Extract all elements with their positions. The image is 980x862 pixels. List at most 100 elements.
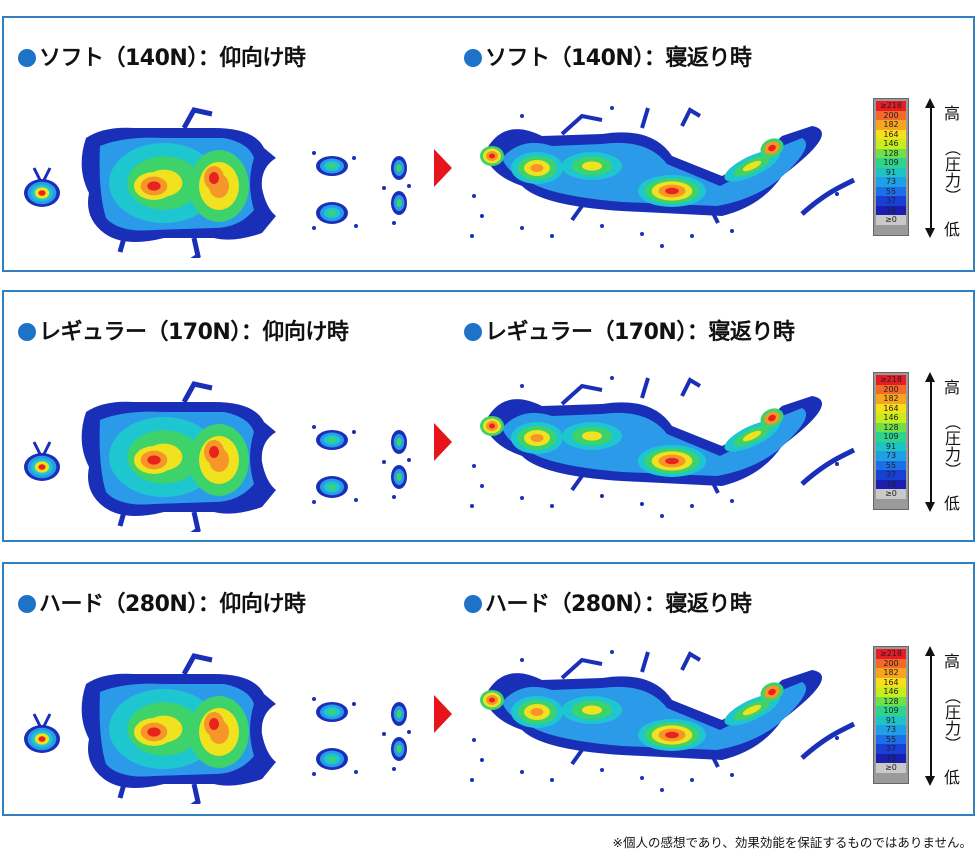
heat-speck — [472, 194, 476, 198]
heat-blob — [38, 464, 46, 470]
legend-value: 109 — [876, 432, 906, 442]
panel-regular: レギュラー（170N）：仰向け時 レギュラー（170N）：寝返り時 ≥218 20… — [2, 290, 975, 542]
heat-blob — [530, 164, 544, 172]
legend-value: 200 — [876, 658, 906, 668]
heat-line — [800, 721, 856, 760]
heat-speck — [312, 226, 316, 230]
scale-mid-label: （圧力） — [942, 140, 961, 204]
bullet-icon — [18, 49, 36, 67]
pressure-legend: ≥218 200 182 164 146 128 109 91 73 55 37 19 ≥0 — [873, 98, 909, 236]
panel-hard-supine-title: ハード（280N）：仰向け時 — [18, 586, 306, 618]
legend-value: 37 — [876, 470, 906, 480]
scale-low-label: 低 — [944, 220, 961, 239]
heat-speck — [407, 730, 411, 734]
heat-speck — [610, 376, 614, 380]
heat-speck — [382, 732, 386, 736]
legend-value: 146 — [876, 139, 906, 149]
bullet-icon — [18, 323, 36, 341]
heat-line — [800, 447, 856, 486]
legend-value: 73 — [876, 451, 906, 461]
heat-speck — [600, 224, 604, 228]
bullet-icon — [18, 595, 36, 613]
heat-blob — [489, 153, 495, 159]
heat-speck — [550, 504, 554, 508]
bullet-icon — [464, 49, 482, 67]
heat-speck — [382, 460, 386, 464]
heat-line — [32, 713, 52, 727]
panel-regular-turning-title: レギュラー（170N）：寝返り時 — [464, 314, 795, 346]
pressure-map-turning — [470, 650, 856, 792]
heat-speck — [312, 151, 316, 155]
heat-speck — [472, 464, 476, 468]
heat-speck — [835, 462, 839, 466]
scale-line — [930, 106, 932, 230]
legend-value: 146 — [876, 687, 906, 697]
heat-blob — [38, 190, 46, 196]
heat-speck — [550, 778, 554, 782]
heat-blob — [582, 161, 602, 171]
heat-blob — [147, 455, 161, 465]
scale-low-label: 低 — [944, 768, 961, 787]
legend-value: ≥0 — [876, 215, 906, 225]
heat-speck — [610, 650, 614, 654]
heat-blob — [489, 423, 495, 429]
legend-value: 91 — [876, 167, 906, 177]
heat-blob — [147, 727, 161, 737]
legend-value: 182 — [876, 120, 906, 130]
scale-line — [930, 654, 932, 778]
legend-value: 200 — [876, 110, 906, 120]
heat-speck — [520, 384, 524, 388]
heat-blob — [396, 199, 402, 207]
heat-speck — [730, 773, 734, 777]
heat-speck — [730, 229, 734, 233]
heat-blob — [768, 144, 776, 152]
heat-blob — [328, 484, 336, 490]
heat-blob — [665, 731, 679, 739]
heat-speck — [392, 767, 396, 771]
heat-speck — [354, 498, 358, 502]
heat-blob — [396, 745, 402, 753]
heat-blob — [147, 181, 161, 191]
heat-speck — [480, 484, 484, 488]
legend-value: 55 — [876, 460, 906, 470]
panel-regular-supine-title: レギュラー（170N）：仰向け時 — [18, 314, 349, 346]
pressure-legend: ≥218 200 182 164 146 128 109 91 73 55 37 19 ≥0 — [873, 646, 909, 784]
legend-value: 91 — [876, 715, 906, 725]
heat-speck — [352, 702, 356, 706]
heat-line — [117, 653, 213, 804]
legend-value: 182 — [876, 668, 906, 678]
scale-high-label: 高 — [944, 652, 961, 671]
heat-blob — [209, 172, 219, 184]
heat-blob — [768, 414, 776, 422]
heat-speck — [312, 425, 316, 429]
heat-speck — [470, 234, 474, 238]
pressure-scale: 高 （圧力） 低 — [922, 646, 962, 787]
legend-value: 200 — [876, 384, 906, 394]
heat-line — [32, 167, 52, 181]
heat-speck — [352, 156, 356, 160]
heat-line — [32, 441, 52, 455]
legend-value: ≥218 — [876, 375, 906, 385]
legend-value: 55 — [876, 186, 906, 196]
legend-value: 164 — [876, 129, 906, 139]
arrow-down-icon — [925, 502, 935, 512]
heat-blob — [742, 160, 762, 172]
heat-speck — [354, 224, 358, 228]
heat-speck — [312, 500, 316, 504]
heat-speck — [472, 738, 476, 742]
legend-value: 19 — [876, 479, 906, 489]
panel-hard: ハード（280N）：仰向け時 ハード（280N）：寝返り時 ≥218 200 182… — [2, 562, 975, 816]
heat-blob — [768, 688, 776, 696]
heat-speck — [600, 768, 604, 772]
scale-high-label: 高 — [944, 378, 961, 397]
heat-speck — [407, 184, 411, 188]
legend-value: ≥218 — [876, 649, 906, 659]
legend-value: ≥0 — [876, 763, 906, 773]
heat-blob — [328, 756, 336, 762]
heat-speck — [660, 514, 664, 518]
legend-value: 128 — [876, 422, 906, 432]
heat-speck — [690, 504, 694, 508]
heat-blob — [582, 705, 602, 715]
legend-value: 91 — [876, 441, 906, 451]
legend-value: 128 — [876, 696, 906, 706]
